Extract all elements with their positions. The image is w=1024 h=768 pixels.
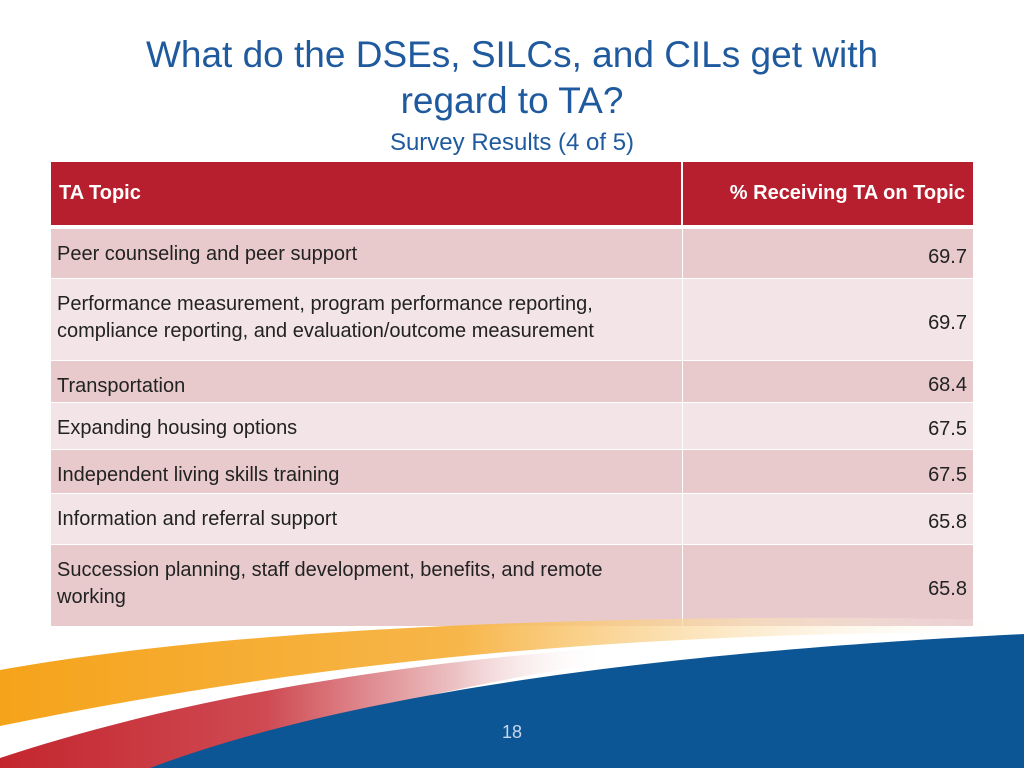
table-row: Expanding housing options 67.5 xyxy=(51,402,973,450)
row-value: 67.5 xyxy=(682,402,973,450)
row-value: 65.8 xyxy=(682,544,973,627)
ta-topics-table: TA Topic % Receiving TA on Topic Peer co… xyxy=(51,162,973,627)
row-value: 69.7 xyxy=(682,227,973,279)
row-value: 65.8 xyxy=(682,493,973,545)
table-row: Performance measurement, program perform… xyxy=(51,278,973,361)
page-number: 18 xyxy=(501,722,523,742)
row-topic: Peer counseling and peer support xyxy=(51,227,683,279)
row-value: 67.5 xyxy=(682,449,973,494)
slide-title: What do the DSEs, SILCs, and CILs get wi… xyxy=(0,32,1024,124)
footer-swoosh-graphic xyxy=(0,617,1024,768)
row-topic: Succession planning, staff development, … xyxy=(51,544,683,627)
row-topic: Performance measurement, program perform… xyxy=(51,278,683,361)
row-topic: Transportation xyxy=(51,360,683,403)
table-row: Succession planning, staff development, … xyxy=(51,544,973,627)
row-value: 68.4 xyxy=(682,360,973,403)
row-value: 69.7 xyxy=(682,278,973,361)
table-row: Transportation 68.4 xyxy=(51,360,973,403)
row-topic: Expanding housing options xyxy=(51,402,683,450)
table-row: Peer counseling and peer support 69.7 xyxy=(51,227,973,279)
table-row: Information and referral support 65.8 xyxy=(51,493,973,545)
table-header-row: TA Topic % Receiving TA on Topic xyxy=(51,162,973,229)
footer-orange-swoosh xyxy=(0,617,1024,726)
row-topic: Information and referral support xyxy=(51,493,683,545)
slide-title-line1: What do the DSEs, SILCs, and CILs get wi… xyxy=(145,34,879,75)
row-topic: Independent living skills training xyxy=(51,449,683,494)
footer-blue-swoosh xyxy=(150,634,1024,768)
slide-title-line2: regard to TA? xyxy=(400,80,624,121)
header-ta-topic: TA Topic xyxy=(51,162,683,229)
slide-subtitle: Survey Results (4 of 5) xyxy=(389,129,635,156)
header-percent-receiving: % Receiving TA on Topic xyxy=(682,162,973,229)
table-row: Independent living skills training 67.5 xyxy=(51,449,973,494)
